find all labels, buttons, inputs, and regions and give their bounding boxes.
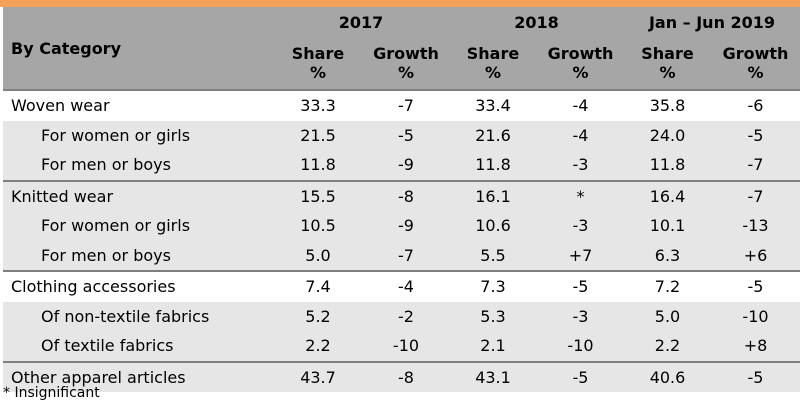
growth-cell: +7 (537, 240, 624, 271)
share-cell: 33.4 (449, 89, 537, 121)
share-cell: 2.1 (449, 331, 537, 362)
row-category-label: Other apparel articles (3, 360, 273, 392)
header-by-category: By Category (3, 7, 273, 90)
growth-cell: -7 (363, 240, 449, 271)
share-cell: 6.3 (624, 240, 711, 271)
growth-cell: -5 (711, 360, 800, 392)
growth-cell: -10 (711, 301, 800, 331)
share-cell: 5.0 (624, 301, 711, 331)
growth-cell: -3 (537, 301, 624, 331)
share-cell: 16.4 (624, 179, 711, 211)
subheader-growth: Growth% (363, 37, 449, 90)
share-cell: 2.2 (273, 331, 363, 362)
share-cell: 5.0 (273, 240, 363, 271)
growth-cell: -10 (537, 331, 624, 362)
share-cell: 15.5 (273, 179, 363, 211)
table-row: Woven wear 33.3 -7 33.4 -4 35.8 -6 (3, 89, 800, 121)
share-cell: 43.1 (449, 360, 537, 392)
growth-cell: -9 (363, 211, 449, 241)
growth-cell: -5 (537, 270, 624, 302)
header-period-2019h1: Jan – Jun 2019 (624, 7, 800, 37)
growth-cell: -5 (711, 270, 800, 302)
subheader-share: Share% (624, 37, 711, 90)
header-period-2018: 2018 (449, 7, 624, 37)
row-category-label: Clothing accessories (3, 270, 273, 302)
growth-cell: -5 (537, 360, 624, 392)
table-row: Knitted wear 15.5 -8 16.1 * 16.4 -7 (3, 179, 800, 211)
header-period-2017: 2017 (273, 7, 449, 37)
growth-cell: -10 (363, 331, 449, 362)
growth-cell: -6 (711, 89, 800, 121)
share-cell: 2.2 (624, 331, 711, 362)
table-row: Other apparel articles 43.7 -8 43.1 -5 40.6 -5 (3, 360, 800, 392)
share-cell: 11.8 (449, 150, 537, 181)
growth-cell: -7 (363, 89, 449, 121)
table-row: For men or boys 11.8 -9 11.8 -3 11.8 -7 (3, 150, 800, 181)
growth-cell: -9 (363, 150, 449, 181)
share-cell: 16.1 (449, 179, 537, 211)
share-cell: 43.7 (273, 360, 363, 392)
share-cell: 21.6 (449, 120, 537, 150)
row-category-label: Woven wear (3, 89, 273, 121)
subheader-growth: Growth% (711, 37, 800, 90)
growth-cell: -13 (711, 211, 800, 241)
growth-cell: -4 (363, 270, 449, 302)
table-row: For women or girls 21.5 -5 21.6 -4 24.0 -5 (3, 120, 800, 150)
share-cell: 7.4 (273, 270, 363, 302)
category-table: By Category 2017 2018 Jan – Jun 2019 Sha… (3, 7, 800, 392)
share-cell: 35.8 (624, 89, 711, 121)
growth-cell: -5 (363, 120, 449, 150)
subheader-growth: Growth% (537, 37, 624, 90)
subheader-share: Share% (449, 37, 537, 90)
row-subcategory-label: For women or girls (3, 120, 273, 150)
row-subcategory-label: Of textile fabrics (3, 331, 273, 362)
share-cell: 5.2 (273, 301, 363, 331)
growth-cell: +8 (711, 331, 800, 362)
growth-cell: -2 (363, 301, 449, 331)
table-row: Clothing accessories 7.4 -4 7.3 -5 7.2 -5 (3, 270, 800, 302)
row-subcategory-label: For men or boys (3, 240, 273, 271)
row-category-label: Knitted wear (3, 179, 273, 211)
growth-cell: -7 (711, 179, 800, 211)
footnote: * Insignificant (3, 385, 100, 401)
growth-cell: -3 (537, 211, 624, 241)
growth-cell: -3 (537, 150, 624, 181)
growth-cell: +6 (711, 240, 800, 271)
growth-cell: -5 (711, 120, 800, 150)
share-cell: 10.6 (449, 211, 537, 241)
table-row: For women or girls 10.5 -9 10.6 -3 10.1 -13 (3, 211, 800, 241)
growth-cell: -4 (537, 120, 624, 150)
share-cell: 40.6 (624, 360, 711, 392)
table-row: Of textile fabrics 2.2 -10 2.1 -10 2.2 +8 (3, 331, 800, 362)
top-accent-bar (0, 0, 800, 7)
share-cell: 10.5 (273, 211, 363, 241)
growth-cell: -8 (363, 179, 449, 211)
share-cell: 33.3 (273, 89, 363, 121)
growth-cell: -8 (363, 360, 449, 392)
subheader-share: Share% (273, 37, 363, 90)
share-cell: 7.2 (624, 270, 711, 302)
row-subcategory-label: Of non-textile fabrics (3, 301, 273, 331)
share-cell: 21.5 (273, 120, 363, 150)
share-cell: 11.8 (624, 150, 711, 181)
growth-cell: * (537, 179, 624, 211)
share-cell: 5.5 (449, 240, 537, 271)
share-cell: 7.3 (449, 270, 537, 302)
share-cell: 5.3 (449, 301, 537, 331)
share-cell: 10.1 (624, 211, 711, 241)
table-row: Of non-textile fabrics 5.2 -2 5.3 -3 5.0 -10 (3, 301, 800, 331)
share-cell: 11.8 (273, 150, 363, 181)
growth-cell: -7 (711, 150, 800, 181)
row-subcategory-label: For women or girls (3, 211, 273, 241)
growth-cell: -4 (537, 89, 624, 121)
row-subcategory-label: For men or boys (3, 150, 273, 181)
table-row: For men or boys 5.0 -7 5.5 +7 6.3 +6 (3, 240, 800, 271)
share-cell: 24.0 (624, 120, 711, 150)
